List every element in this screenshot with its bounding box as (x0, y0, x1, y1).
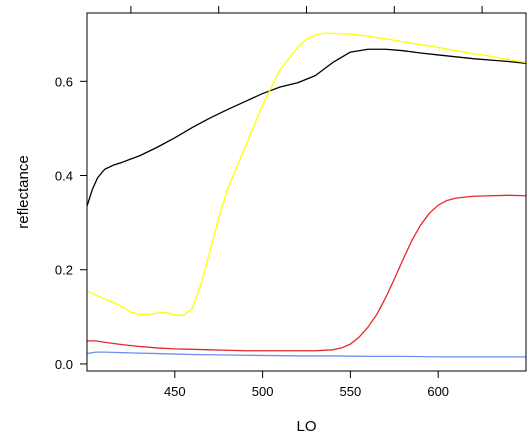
plot-area (87, 32, 526, 358)
plot-frame (86, 12, 527, 372)
axis-ticks: 450 500 550 600 0.0 0.2 0.4 0.6 (55, 6, 483, 399)
x-tick-label: 450 (164, 384, 186, 399)
y-tick-label: 0.4 (55, 169, 73, 184)
y-tick-label: 0.2 (55, 263, 73, 278)
series-line-1 (87, 48, 526, 207)
x-tick-label: 600 (427, 384, 449, 399)
y-tick-label: 0.6 (55, 74, 73, 89)
series-line-2 (87, 32, 526, 317)
y-tick-label: 0.0 (55, 357, 73, 372)
x-tick-label: 550 (340, 384, 362, 399)
series-line-3 (87, 194, 526, 352)
x-axis-label: LO (296, 418, 316, 435)
x-tick-label: 500 (252, 384, 274, 399)
series-line-4 (87, 351, 526, 358)
y-axis-label: reflectance (15, 155, 32, 228)
